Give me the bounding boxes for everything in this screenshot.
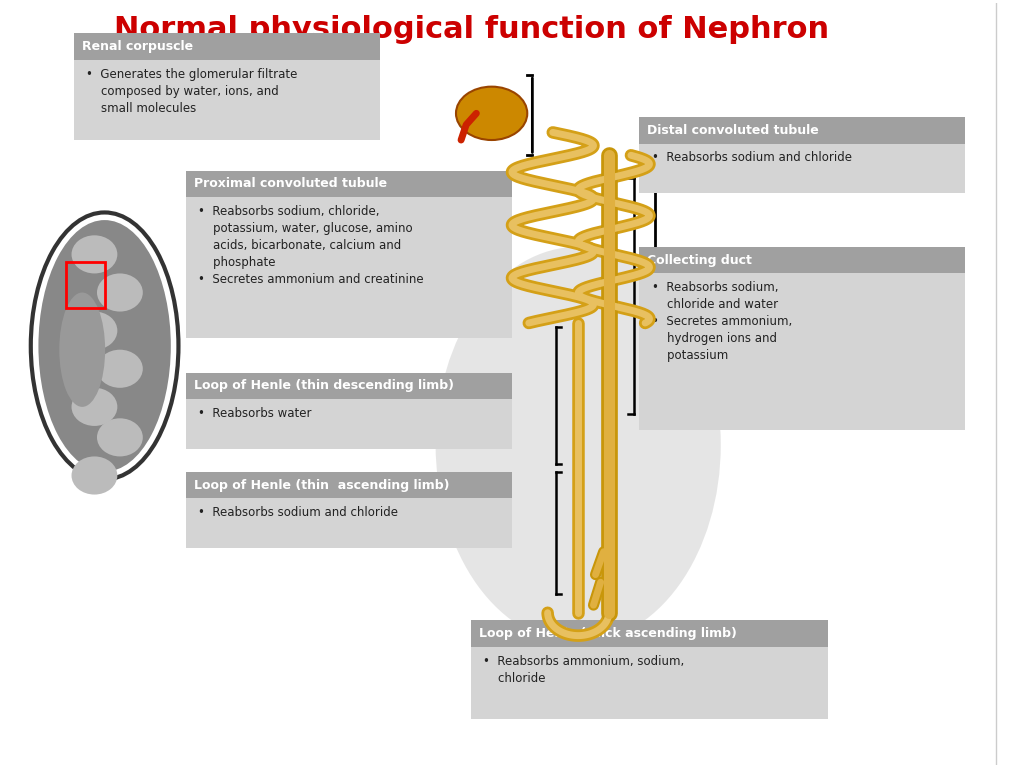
FancyBboxPatch shape [186,170,512,197]
FancyBboxPatch shape [74,33,380,60]
Text: •  Reabsorbs sodium and chloride: • Reabsorbs sodium and chloride [199,506,398,519]
Text: Collecting duct: Collecting duct [647,253,753,266]
FancyBboxPatch shape [186,399,512,449]
Ellipse shape [97,349,142,388]
Text: Renal corpuscle: Renal corpuscle [82,40,194,53]
FancyBboxPatch shape [186,372,512,399]
Ellipse shape [59,293,105,407]
Text: Loop of Henle (thick ascending limb): Loop of Henle (thick ascending limb) [479,627,737,641]
Text: •  Reabsorbs water: • Reabsorbs water [199,407,312,420]
Ellipse shape [435,247,721,644]
Ellipse shape [72,235,118,273]
Ellipse shape [72,388,118,426]
Text: Proximal convoluted tubule: Proximal convoluted tubule [195,177,387,190]
Text: Normal physiological function of Nephron: Normal physiological function of Nephron [114,15,828,44]
Ellipse shape [72,312,118,349]
Bar [66,262,104,308]
FancyBboxPatch shape [639,144,966,194]
FancyBboxPatch shape [186,197,512,338]
FancyBboxPatch shape [471,647,827,720]
FancyBboxPatch shape [639,273,966,430]
Text: •  Generates the glomerular filtrate
    composed by water, ions, and
    small : • Generates the glomerular filtrate comp… [86,68,298,114]
Text: •  Reabsorbs sodium and chloride: • Reabsorbs sodium and chloride [651,151,852,164]
Ellipse shape [456,87,527,140]
Text: •  Reabsorbs ammonium, sodium,
    chloride: • Reabsorbs ammonium, sodium, chloride [483,654,685,684]
Ellipse shape [72,456,118,495]
Text: Distal convoluted tubule: Distal convoluted tubule [647,124,819,137]
Text: •  Reabsorbs sodium, chloride,
    potassium, water, glucose, amino
    acids, b: • Reabsorbs sodium, chloride, potassium,… [199,205,424,286]
FancyBboxPatch shape [639,118,966,144]
Ellipse shape [97,273,142,312]
Text: Loop of Henle (thin  ascending limb): Loop of Henle (thin ascending limb) [195,478,450,492]
FancyBboxPatch shape [186,472,512,498]
FancyBboxPatch shape [639,247,966,273]
Text: •  Reabsorbs sodium,
    chloride and water
•  Secretes ammonium,
    hydrogen i: • Reabsorbs sodium, chloride and water •… [651,281,792,362]
Ellipse shape [39,220,171,472]
FancyBboxPatch shape [74,60,380,140]
Ellipse shape [97,419,142,456]
FancyBboxPatch shape [186,498,512,548]
Text: Loop of Henle (thin descending limb): Loop of Henle (thin descending limb) [195,379,455,392]
FancyBboxPatch shape [471,621,827,647]
